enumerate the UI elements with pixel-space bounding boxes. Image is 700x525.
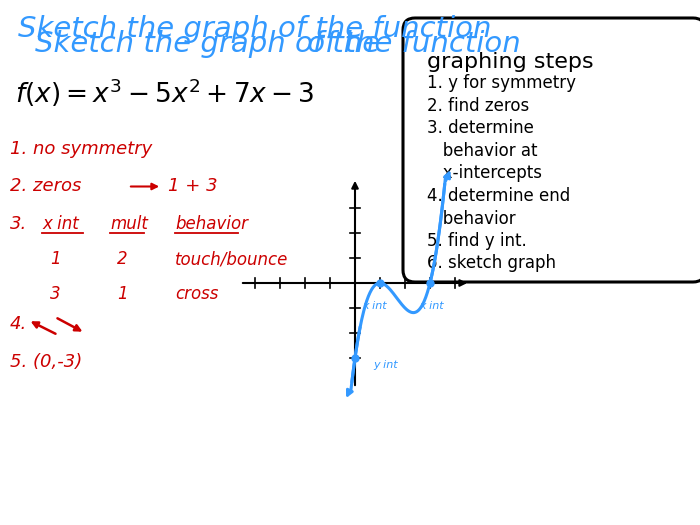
Text: touch/bounce: touch/bounce (175, 250, 288, 268)
Text: 5. find y int.: 5. find y int. (427, 232, 526, 250)
Text: 1. y for symmetry: 1. y for symmetry (427, 75, 576, 92)
Text: mult: mult (110, 215, 148, 233)
Text: 1 + 3: 1 + 3 (168, 177, 218, 195)
Text: x int: x int (42, 215, 78, 233)
Text: 1: 1 (117, 285, 127, 303)
Text: 4.: 4. (10, 315, 27, 333)
Text: 5. (0,-3): 5. (0,-3) (10, 353, 83, 371)
Text: 3. determine: 3. determine (427, 120, 534, 138)
Text: behavior at: behavior at (427, 142, 538, 160)
Text: behavior: behavior (427, 209, 516, 227)
Text: 6. sketch graph: 6. sketch graph (427, 255, 556, 272)
Text: of the function: of the function (298, 30, 521, 58)
Text: 2: 2 (117, 250, 127, 268)
Text: 1: 1 (50, 250, 61, 268)
Text: 3.: 3. (10, 215, 27, 233)
Text: 3: 3 (50, 285, 61, 303)
FancyBboxPatch shape (403, 18, 700, 282)
Text: x int: x int (420, 301, 444, 311)
Text: 2. zeros: 2. zeros (10, 177, 81, 195)
Text: 2. find zeros: 2. find zeros (427, 97, 529, 115)
Text: graphing steps: graphing steps (427, 52, 594, 72)
Text: 4. determine end: 4. determine end (427, 187, 570, 205)
Text: x-intercepts: x-intercepts (427, 164, 542, 183)
Text: y int: y int (373, 360, 398, 370)
Text: Sketch the graph of the function: Sketch the graph of the function (18, 15, 491, 43)
Text: behavior: behavior (175, 215, 248, 233)
Text: $f(x) = x^3 - 5x^2 + 7x - 3$: $f(x) = x^3 - 5x^2 + 7x - 3$ (15, 77, 314, 110)
Text: x int: x int (363, 301, 387, 311)
Text: Sketch the graph of the: Sketch the graph of the (35, 30, 380, 58)
Text: 1. no symmetry: 1. no symmetry (10, 140, 153, 158)
Text: cross: cross (175, 285, 218, 303)
